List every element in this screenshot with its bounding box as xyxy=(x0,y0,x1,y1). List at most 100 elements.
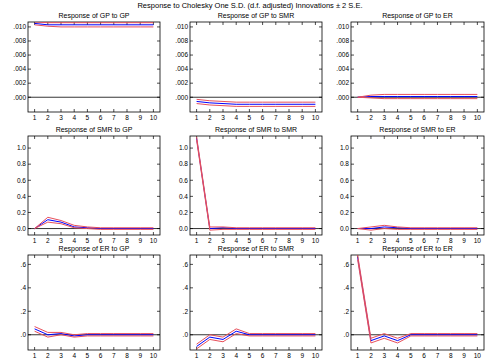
x-tick-label: 10 xyxy=(312,114,320,121)
y-tick xyxy=(28,212,31,213)
figure: Response to Cholesky One S.D. (d.f. adju… xyxy=(0,0,500,363)
y-tick-label: .004 xyxy=(175,65,188,72)
x-tick xyxy=(196,22,197,25)
x-tick xyxy=(113,232,114,235)
y-tick xyxy=(481,40,484,41)
x-tick xyxy=(140,109,141,112)
x-tick xyxy=(410,22,411,25)
x-tick-label: 1 xyxy=(33,352,37,359)
x-tick xyxy=(477,347,478,350)
series-line xyxy=(197,138,316,228)
x-tick xyxy=(209,136,210,139)
x-tick-label: 3 xyxy=(382,237,386,244)
y-tick xyxy=(28,26,31,27)
x-tick xyxy=(289,255,290,258)
x-tick xyxy=(47,255,48,258)
x-tick-label: 6 xyxy=(261,237,265,244)
x-tick xyxy=(275,255,276,258)
x-tick-label: 4 xyxy=(396,114,400,121)
x-tick-label: 8 xyxy=(287,114,291,121)
x-tick-label: 10 xyxy=(150,114,158,121)
y-tick xyxy=(157,26,160,27)
y-tick xyxy=(481,196,484,197)
x-tick xyxy=(289,136,290,139)
y-tick xyxy=(190,26,193,27)
x-tick-label: 6 xyxy=(99,237,103,244)
y-tick xyxy=(351,264,354,265)
x-tick xyxy=(249,255,250,258)
plot-frame xyxy=(28,22,160,112)
x-tick-label: 1 xyxy=(33,237,37,244)
x-tick xyxy=(450,347,451,350)
x-tick xyxy=(464,347,465,350)
x-tick xyxy=(437,347,438,350)
y-tick xyxy=(319,83,322,84)
x-tick xyxy=(302,255,303,258)
plot-area xyxy=(28,22,160,97)
y-tick-label: .010 xyxy=(175,23,188,30)
x-tick-label: 5 xyxy=(409,352,413,359)
series-line xyxy=(35,23,154,24)
x-tick-label: 4 xyxy=(72,237,76,244)
y-tick xyxy=(481,83,484,84)
x-tick xyxy=(450,109,451,112)
y-tick-label: .008 xyxy=(336,37,349,44)
x-tick xyxy=(100,255,101,258)
y-tick xyxy=(190,196,193,197)
x-tick xyxy=(384,232,385,235)
y-tick xyxy=(28,69,31,70)
plot-area xyxy=(351,225,484,230)
y-tick-label: .008 xyxy=(13,37,26,44)
y-tick-label: .4 xyxy=(183,284,189,291)
x-tick xyxy=(315,255,316,258)
x-tick-label: 8 xyxy=(125,237,129,244)
x-tick-label: 10 xyxy=(312,237,320,244)
y-tick-label: 1.0 xyxy=(17,144,26,151)
x-tick-label: 5 xyxy=(409,237,413,244)
x-tick xyxy=(275,22,276,25)
y-tick xyxy=(190,83,193,84)
series-line xyxy=(358,257,478,340)
series-line xyxy=(197,329,316,344)
x-tick xyxy=(236,136,237,139)
y-tick-label: .2 xyxy=(183,308,189,315)
x-tick-label: 5 xyxy=(86,352,90,359)
x-tick xyxy=(315,136,316,139)
x-tick-label: 5 xyxy=(248,114,252,121)
series-line xyxy=(358,260,478,343)
x-tick xyxy=(127,136,128,139)
x-tick xyxy=(370,347,371,350)
x-tick-label: 8 xyxy=(287,352,291,359)
x-tick xyxy=(410,347,411,350)
x-tick xyxy=(223,255,224,258)
x-tick xyxy=(100,232,101,235)
y-tick-label: .006 xyxy=(336,51,349,58)
x-tick xyxy=(61,109,62,112)
y-tick xyxy=(351,311,354,312)
y-tick xyxy=(351,83,354,84)
x-tick xyxy=(153,255,154,258)
y-tick xyxy=(157,180,160,181)
y-tick xyxy=(319,180,322,181)
x-tick xyxy=(384,255,385,258)
x-tick xyxy=(410,109,411,112)
series-line xyxy=(35,217,154,228)
x-tick xyxy=(236,232,237,235)
x-tick xyxy=(289,109,290,112)
x-tick xyxy=(140,255,141,258)
x-tick xyxy=(384,136,385,139)
x-tick xyxy=(424,347,425,350)
y-tick xyxy=(319,26,322,27)
x-tick xyxy=(262,347,263,350)
series-line xyxy=(35,22,154,23)
x-tick xyxy=(384,109,385,112)
zero-line xyxy=(28,97,160,98)
y-tick xyxy=(157,264,160,265)
y-tick-label: .000 xyxy=(13,94,26,101)
y-tick xyxy=(28,196,31,197)
panel-title: Response of GP to ER xyxy=(382,12,453,20)
series-line xyxy=(35,331,154,337)
x-tick-label: 3 xyxy=(221,352,225,359)
x-tick xyxy=(302,109,303,112)
x-tick xyxy=(249,22,250,25)
